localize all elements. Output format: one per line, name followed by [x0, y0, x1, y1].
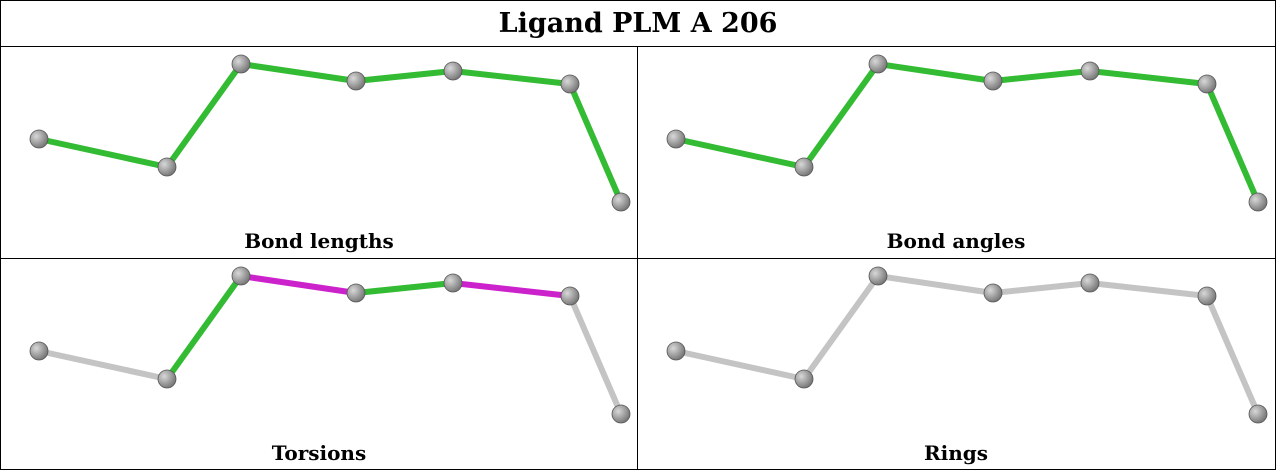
atom-1 — [666, 129, 686, 149]
bond-4 — [353, 68, 456, 84]
atom-4 — [983, 71, 1003, 91]
atom-2 — [794, 157, 814, 177]
molecule-torsions — [29, 266, 631, 424]
atom-3 — [868, 54, 888, 74]
bond-2 — [801, 273, 881, 382]
bond-6 — [567, 81, 624, 205]
panel-rings: Rings — [638, 259, 1274, 469]
atom-6 — [1197, 74, 1217, 94]
atom-5 — [1080, 273, 1100, 293]
atom-1 — [29, 341, 49, 361]
bond-4 — [990, 68, 1093, 84]
atom-2 — [157, 369, 177, 389]
bond-6 — [567, 293, 624, 417]
bond-6 — [1204, 293, 1261, 417]
atom-4 — [346, 71, 366, 91]
bond-1 — [673, 136, 807, 170]
panel-bond-angles: Bond angles — [638, 47, 1274, 257]
atom-3 — [868, 266, 888, 286]
atom-2 — [794, 369, 814, 389]
atom-4 — [983, 283, 1003, 303]
bond-2 — [801, 61, 881, 170]
panel-label: Bond lengths — [244, 229, 394, 253]
bond-5 — [450, 68, 573, 87]
bond-1 — [36, 136, 170, 170]
bond-5 — [1087, 68, 1210, 87]
bond-1 — [36, 348, 170, 382]
atom-3 — [231, 54, 251, 74]
bond-2 — [164, 61, 244, 170]
bond-2 — [164, 273, 244, 382]
grid-divider-horizontal — [1, 258, 1275, 259]
bond-3 — [875, 273, 996, 296]
atom-6 — [560, 286, 580, 306]
panel-label: Torsions — [271, 441, 367, 465]
atom-2 — [157, 157, 177, 177]
panel-bond-lengths: Bond lengths — [1, 47, 637, 257]
atom-1 — [29, 129, 49, 149]
atom-6 — [560, 74, 580, 94]
atom-5 — [443, 273, 463, 293]
bond-3 — [238, 273, 359, 296]
bond-6 — [1204, 81, 1261, 205]
atom-7 — [1248, 192, 1268, 212]
atom-5 — [1080, 61, 1100, 81]
atom-1 — [666, 341, 686, 361]
atom-6 — [1197, 286, 1217, 306]
molecule-bond-angles — [666, 54, 1268, 212]
bond-3 — [875, 61, 996, 84]
bond-5 — [450, 280, 573, 299]
bond-3 — [238, 61, 359, 84]
molecule-rings — [666, 266, 1268, 424]
atom-7 — [1248, 404, 1268, 424]
figure-title: Ligand PLM A 206 — [1, 1, 1275, 47]
panel-label: Bond angles — [886, 229, 1026, 253]
atom-7 — [611, 404, 631, 424]
bond-5 — [1087, 280, 1210, 299]
bond-1 — [673, 348, 807, 382]
atom-5 — [443, 61, 463, 81]
bond-4 — [990, 280, 1093, 296]
atom-4 — [346, 283, 366, 303]
atom-7 — [611, 192, 631, 212]
molecule-bond-lengths — [29, 54, 631, 212]
bond-4 — [353, 280, 456, 296]
panel-torsions: Torsions — [1, 259, 637, 469]
atom-3 — [231, 266, 251, 286]
panel-label: Rings — [923, 441, 988, 465]
